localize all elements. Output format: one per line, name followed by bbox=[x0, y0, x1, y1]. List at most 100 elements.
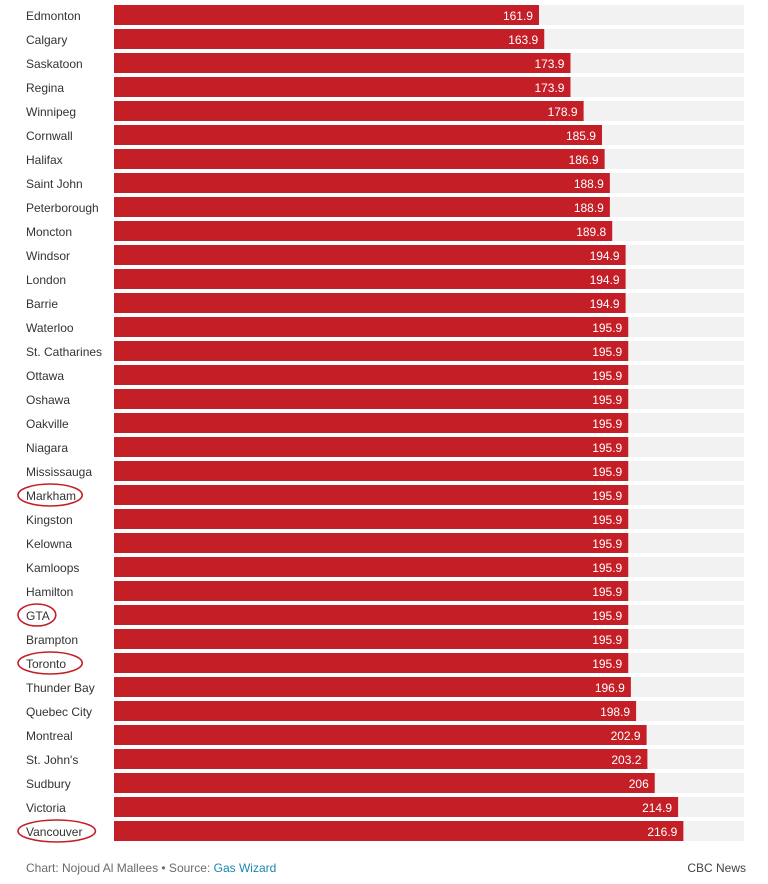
category-label-markham: Markham bbox=[26, 489, 76, 503]
bars bbox=[114, 5, 684, 841]
bar-gta[interactable] bbox=[114, 605, 629, 625]
value-label-oshawa: 195.9 bbox=[592, 393, 622, 407]
bar-mississauga[interactable] bbox=[114, 461, 629, 481]
category-label-halifax: Halifax bbox=[26, 153, 63, 167]
value-label-kamloops: 195.9 bbox=[592, 561, 622, 575]
bar-markham[interactable] bbox=[114, 485, 629, 505]
category-label-kamloops: Kamloops bbox=[26, 561, 79, 575]
bar-saint-john[interactable] bbox=[114, 173, 610, 193]
category-label-brampton: Brampton bbox=[26, 633, 78, 647]
highlight-ring-vancouver bbox=[17, 819, 97, 843]
value-label-edmonton: 161.9 bbox=[503, 9, 533, 23]
bar-winnipeg[interactable] bbox=[114, 101, 584, 121]
bar-ottawa[interactable] bbox=[114, 365, 629, 385]
bar-london[interactable] bbox=[114, 269, 626, 289]
category-label-waterloo: Waterloo bbox=[26, 321, 74, 335]
bar-oakville[interactable] bbox=[114, 413, 629, 433]
value-label-moncton: 189.8 bbox=[576, 225, 606, 239]
bar-toronto[interactable] bbox=[114, 653, 629, 673]
highlight-ring-gta bbox=[17, 603, 57, 627]
value-label-windsor: 194.9 bbox=[590, 249, 620, 263]
bar-cornwall[interactable] bbox=[114, 125, 602, 145]
bar-kamloops[interactable] bbox=[114, 557, 629, 577]
bar-thunder-bay[interactable] bbox=[114, 677, 631, 697]
bar-st-catharines[interactable] bbox=[114, 341, 629, 361]
bar-chart: Edmonton Calgary Saskatoon Regina Winnipeg Co… bbox=[17, 5, 744, 843]
value-label-london: 194.9 bbox=[590, 273, 620, 287]
value-label-quebec-city: 198.9 bbox=[600, 705, 630, 719]
category-label-regina: Regina bbox=[26, 81, 64, 95]
category-label-hamilton: Hamilton bbox=[26, 585, 73, 599]
category-label-st-catharines: St. Catharines bbox=[26, 345, 102, 359]
brand-label: CBC News bbox=[687, 861, 746, 875]
value-label-thunder-bay: 196.9 bbox=[595, 681, 625, 695]
highlight-rings bbox=[17, 483, 97, 843]
category-label-ottawa: Ottawa bbox=[26, 369, 64, 383]
value-label-cornwall: 185.9 bbox=[566, 129, 596, 143]
value-label-saskatoon: 173.9 bbox=[534, 57, 564, 71]
category-label-st-john-s: St. John's bbox=[26, 753, 78, 767]
bar-edmonton[interactable] bbox=[114, 5, 539, 25]
bar-quebec-city[interactable] bbox=[114, 701, 637, 721]
value-label-vancouver: 216.9 bbox=[647, 825, 677, 839]
bar-saskatoon[interactable] bbox=[114, 53, 571, 73]
value-label-victoria: 214.9 bbox=[642, 801, 672, 815]
value-label-markham: 195.9 bbox=[592, 489, 622, 503]
bar-kingston[interactable] bbox=[114, 509, 629, 529]
category-label-niagara: Niagara bbox=[26, 441, 68, 455]
category-label-quebec-city: Quebec City bbox=[26, 705, 92, 719]
category-label-oshawa: Oshawa bbox=[26, 393, 70, 407]
highlight-ring-markham bbox=[17, 483, 83, 507]
bar-regina[interactable] bbox=[114, 77, 571, 97]
category-label-saskatoon: Saskatoon bbox=[26, 57, 83, 71]
bar-st-john-s[interactable] bbox=[114, 749, 648, 769]
bar-victoria[interactable] bbox=[114, 797, 679, 817]
category-label-winnipeg: Winnipeg bbox=[26, 105, 76, 119]
bar-oshawa[interactable] bbox=[114, 389, 629, 409]
value-label-mississauga: 195.9 bbox=[592, 465, 622, 479]
category-label-thunder-bay: Thunder Bay bbox=[26, 681, 95, 695]
value-label-oakville: 195.9 bbox=[592, 417, 622, 431]
bar-sudbury[interactable] bbox=[114, 773, 655, 793]
value-label-st-catharines: 195.9 bbox=[592, 345, 622, 359]
category-label-kingston: Kingston bbox=[26, 513, 73, 527]
bar-niagara[interactable] bbox=[114, 437, 629, 457]
highlight-ring-toronto bbox=[17, 651, 83, 675]
category-label-peterborough: Peterborough bbox=[26, 201, 99, 215]
category-label-toronto: Toronto bbox=[26, 657, 66, 671]
category-label-victoria: Victoria bbox=[26, 801, 66, 815]
value-label-gta: 195.9 bbox=[592, 609, 622, 623]
value-label-toronto: 195.9 bbox=[592, 657, 622, 671]
bar-waterloo[interactable] bbox=[114, 317, 629, 337]
bar-vancouver[interactable] bbox=[114, 821, 684, 841]
category-label-montreal: Montreal bbox=[26, 729, 73, 743]
value-label-sudbury: 206 bbox=[629, 777, 649, 791]
bar-windsor[interactable] bbox=[114, 245, 626, 265]
category-label-vancouver: Vancouver bbox=[26, 825, 82, 839]
value-label-winnipeg: 178.9 bbox=[548, 105, 578, 119]
bar-brampton[interactable] bbox=[114, 629, 629, 649]
bar-montreal[interactable] bbox=[114, 725, 647, 745]
value-labels: 161.9 163.9 173.9 173.9 178.9 185.9 186.9 188.9… bbox=[503, 9, 678, 839]
category-label-sudbury: Sudbury bbox=[26, 777, 71, 791]
category-label-london: London bbox=[26, 273, 66, 287]
category-label-windsor: Windsor bbox=[26, 249, 70, 263]
bar-calgary[interactable] bbox=[114, 29, 545, 49]
bar-barrie[interactable] bbox=[114, 293, 626, 313]
value-label-ottawa: 195.9 bbox=[592, 369, 622, 383]
value-label-brampton: 195.9 bbox=[592, 633, 622, 647]
value-label-saint-john: 188.9 bbox=[574, 177, 604, 191]
bar-hamilton[interactable] bbox=[114, 581, 629, 601]
value-label-regina: 173.9 bbox=[534, 81, 564, 95]
category-label-gta: GTA bbox=[26, 609, 50, 623]
category-label-kelowna: Kelowna bbox=[26, 537, 72, 551]
value-label-montreal: 202.9 bbox=[611, 729, 641, 743]
source-link[interactable]: Gas Wizard bbox=[213, 861, 277, 875]
value-label-kelowna: 195.9 bbox=[592, 537, 622, 551]
bar-halifax[interactable] bbox=[114, 149, 605, 169]
value-label-waterloo: 195.9 bbox=[592, 321, 622, 335]
bar-moncton[interactable] bbox=[114, 221, 613, 241]
value-label-calgary: 163.9 bbox=[508, 33, 538, 47]
bar-kelowna[interactable] bbox=[114, 533, 629, 553]
bar-peterborough[interactable] bbox=[114, 197, 610, 217]
